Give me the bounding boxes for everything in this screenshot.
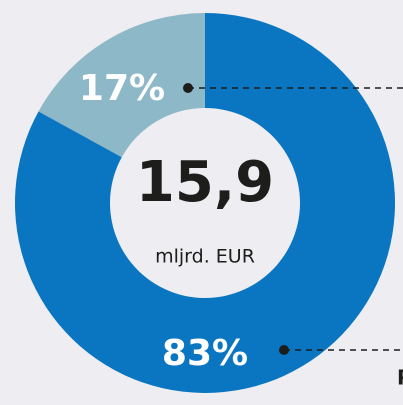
leader-dot <box>183 83 193 93</box>
annotation: P <box>397 366 403 390</box>
leader-dot <box>279 345 289 355</box>
slice <box>38 13 205 158</box>
slice <box>15 13 396 394</box>
value-label: 17% <box>79 68 165 109</box>
donut <box>15 13 396 394</box>
center-value: 15,9 <box>136 150 274 215</box>
center-label: mljrd. EUR <box>155 246 255 268</box>
value-label: 83% <box>162 333 248 374</box>
